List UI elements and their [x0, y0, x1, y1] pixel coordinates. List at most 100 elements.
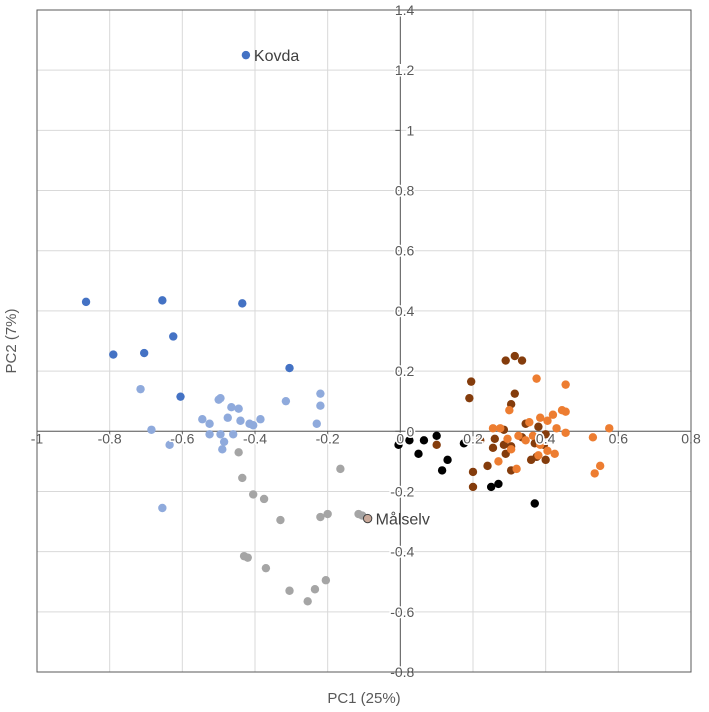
data-point	[323, 509, 332, 519]
data-point	[521, 436, 530, 445]
data-point	[501, 356, 510, 365]
data-point	[229, 430, 238, 439]
data-point	[176, 392, 185, 401]
data-point	[223, 413, 232, 422]
data-point	[543, 446, 552, 456]
data-point	[227, 403, 236, 412]
data-point	[158, 503, 167, 513]
data-point	[405, 436, 414, 445]
data-point	[512, 464, 521, 474]
data-point	[147, 425, 156, 434]
data-point	[139, 348, 149, 358]
highlight-point-outline	[362, 513, 373, 524]
data-point	[561, 428, 570, 437]
data-point	[321, 576, 331, 585]
data-point	[466, 377, 476, 386]
data-point	[256, 415, 265, 424]
data-point	[236, 416, 245, 425]
data-point	[536, 413, 545, 422]
point-annotation-label: Kovda	[254, 48, 299, 65]
data-point	[488, 443, 498, 453]
data-point	[363, 514, 372, 523]
data-point	[248, 490, 258, 499]
x-tick-label: 0.6	[609, 430, 629, 446]
point-annotations: Kovda Målselv	[254, 48, 430, 528]
data-point	[234, 404, 243, 413]
data-point	[419, 436, 429, 445]
data-point	[276, 515, 285, 525]
data-point	[541, 430, 550, 439]
y-tick-label: -0.4	[390, 544, 414, 560]
data-point	[432, 440, 441, 450]
data-point	[468, 482, 478, 492]
data-point	[510, 389, 519, 398]
plot-border	[36, 9, 692, 673]
data-point	[432, 431, 441, 440]
data-point	[261, 563, 271, 573]
data-point	[468, 467, 478, 477]
data-points	[81, 50, 614, 606]
data-point	[548, 410, 558, 419]
data-point	[303, 597, 312, 606]
data-point	[506, 445, 516, 454]
data-point	[496, 424, 505, 433]
data-point	[316, 512, 325, 522]
data-point	[205, 430, 214, 439]
data-point	[465, 393, 474, 403]
data-point	[198, 415, 207, 424]
data-point	[503, 434, 512, 443]
data-point	[534, 422, 543, 431]
data-point	[541, 455, 550, 465]
data-point	[238, 473, 247, 483]
data-point	[499, 440, 509, 450]
y-tick-label: -0.6	[390, 604, 414, 620]
data-point	[316, 401, 325, 410]
data-point	[216, 430, 225, 439]
y-tick-label: 1.2	[395, 62, 415, 78]
y-tick-label: 1	[407, 122, 415, 138]
data-point	[510, 351, 519, 361]
data-point	[525, 418, 534, 427]
data-point	[238, 299, 247, 308]
x-axis-title: PC1 (25%)	[327, 690, 400, 707]
x-tick-label: 0.4	[536, 430, 556, 446]
data-point	[165, 440, 174, 450]
x-tick-label: -0.8	[98, 430, 122, 446]
data-point	[532, 374, 541, 383]
data-point	[169, 332, 178, 341]
data-point	[483, 461, 492, 471]
y-tick-label: 0.6	[395, 243, 415, 259]
x-tick-label: -0.2	[316, 430, 340, 446]
data-point	[243, 553, 252, 562]
data-point	[136, 384, 145, 394]
data-point	[354, 509, 363, 519]
y-tick-label: 0.2	[395, 363, 415, 379]
data-point	[241, 50, 251, 60]
data-point	[550, 449, 559, 459]
data-point	[528, 431, 538, 440]
data-point	[218, 445, 227, 454]
data-point	[394, 440, 403, 450]
data-point	[109, 350, 118, 359]
x-tick-label: 0	[396, 430, 404, 446]
y-tick-label: 0	[407, 423, 415, 439]
data-point	[561, 380, 570, 389]
data-point	[543, 416, 552, 425]
data-point	[488, 424, 498, 433]
data-point	[530, 499, 539, 508]
data-point	[605, 424, 614, 433]
data-point	[459, 439, 469, 448]
data-point	[590, 469, 599, 478]
y-axis-title: PC2 (7%)	[3, 308, 20, 373]
data-point	[443, 455, 452, 465]
data-point	[158, 296, 167, 305]
data-point	[205, 419, 214, 428]
y-tick-label: 0.8	[395, 183, 415, 199]
data-point	[234, 448, 243, 457]
x-tick-label: -0.4	[243, 430, 267, 446]
data-point	[81, 297, 91, 307]
data-point	[526, 455, 536, 465]
data-point	[561, 407, 570, 416]
x-tick-label: -0.6	[170, 430, 194, 446]
